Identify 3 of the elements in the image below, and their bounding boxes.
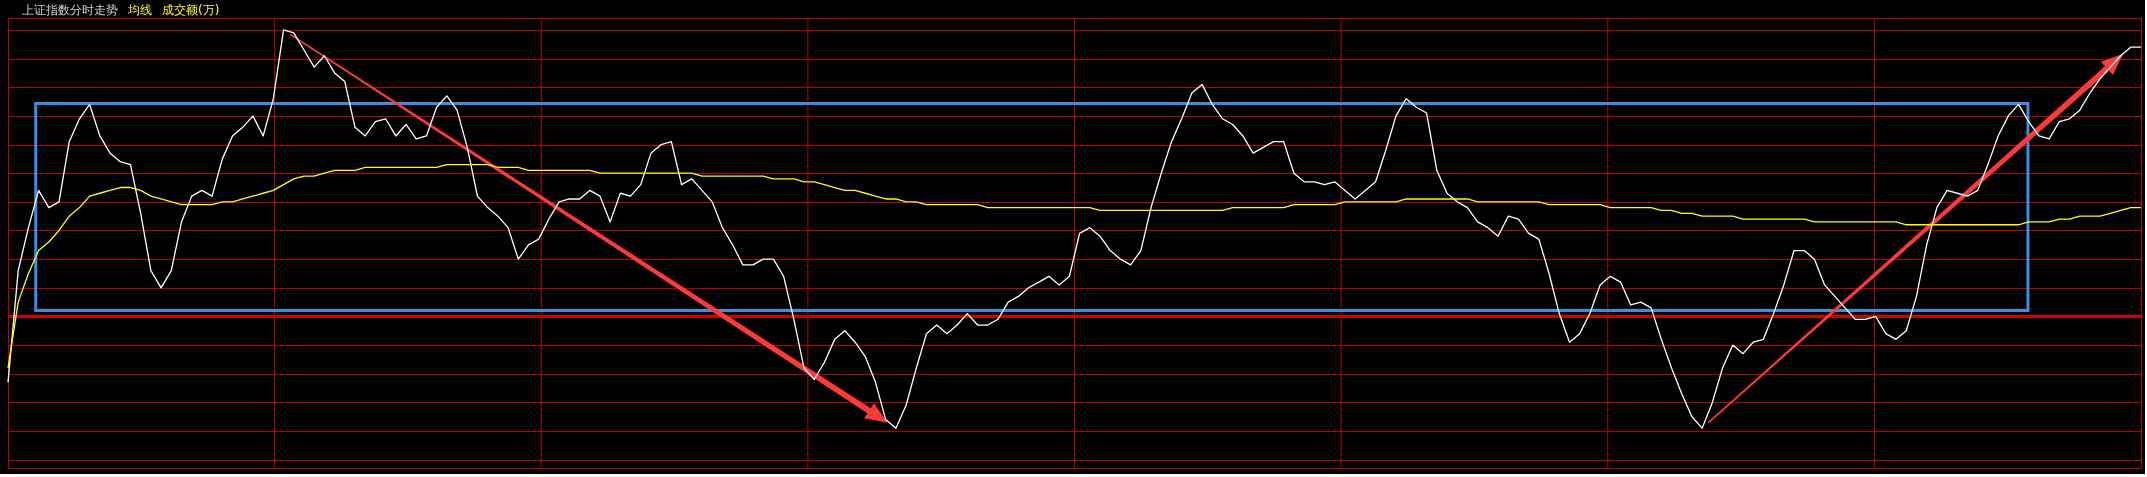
text: 均线: [127, 3, 152, 17]
text: 成交额(万): [162, 3, 220, 17]
chart-title: 上证指数分时走势: [22, 3, 118, 17]
